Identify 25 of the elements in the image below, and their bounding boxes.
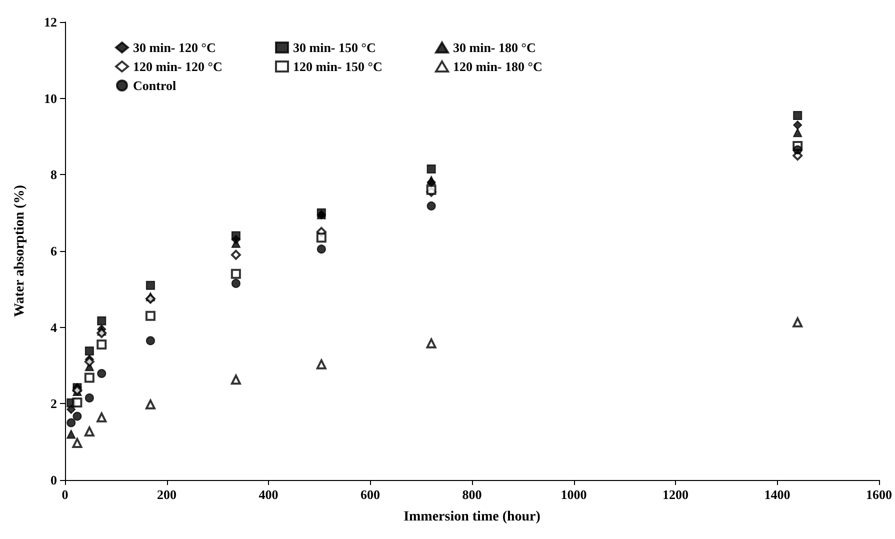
x-tick-label: 600 bbox=[360, 487, 380, 502]
x-tick-label: 200 bbox=[157, 487, 176, 502]
y-tick-label: 10 bbox=[44, 90, 57, 106]
x-tick-label: 800 bbox=[462, 487, 482, 502]
legend-label: 30 min- 180 °C bbox=[453, 40, 536, 55]
y-axis-title: Water absorption (%) bbox=[12, 184, 28, 317]
legend-label: Control bbox=[133, 78, 176, 93]
y-tick-label: 0 bbox=[50, 472, 57, 488]
x-tick-label: 400 bbox=[258, 487, 278, 502]
x-tick-label: 1000 bbox=[560, 487, 587, 502]
y-tick-label: 4 bbox=[50, 320, 58, 335]
legend-label: 30 min- 150 °C bbox=[293, 40, 376, 55]
x-tick-label: 1400 bbox=[764, 487, 790, 502]
y-tick-label: 12 bbox=[44, 14, 57, 30]
x-tick-label: 1600 bbox=[866, 487, 892, 502]
x-tick-label: 1200 bbox=[662, 487, 688, 502]
y-tick-label: 8 bbox=[50, 167, 58, 182]
legend-label: 120 min- 150 °C bbox=[293, 59, 382, 74]
y-tick-label: 6 bbox=[50, 244, 58, 258]
y-tick-label: 2 bbox=[50, 396, 57, 412]
x-axis-title: Immersion time (hour) bbox=[404, 510, 541, 524]
legend-label: 120 min- 180 °C bbox=[453, 59, 542, 74]
legend-label: 120 min- 120 °C bbox=[133, 59, 222, 74]
x-tick-label: 0 bbox=[62, 487, 68, 502]
legend-label: 30 min- 120 °C bbox=[133, 40, 216, 55]
